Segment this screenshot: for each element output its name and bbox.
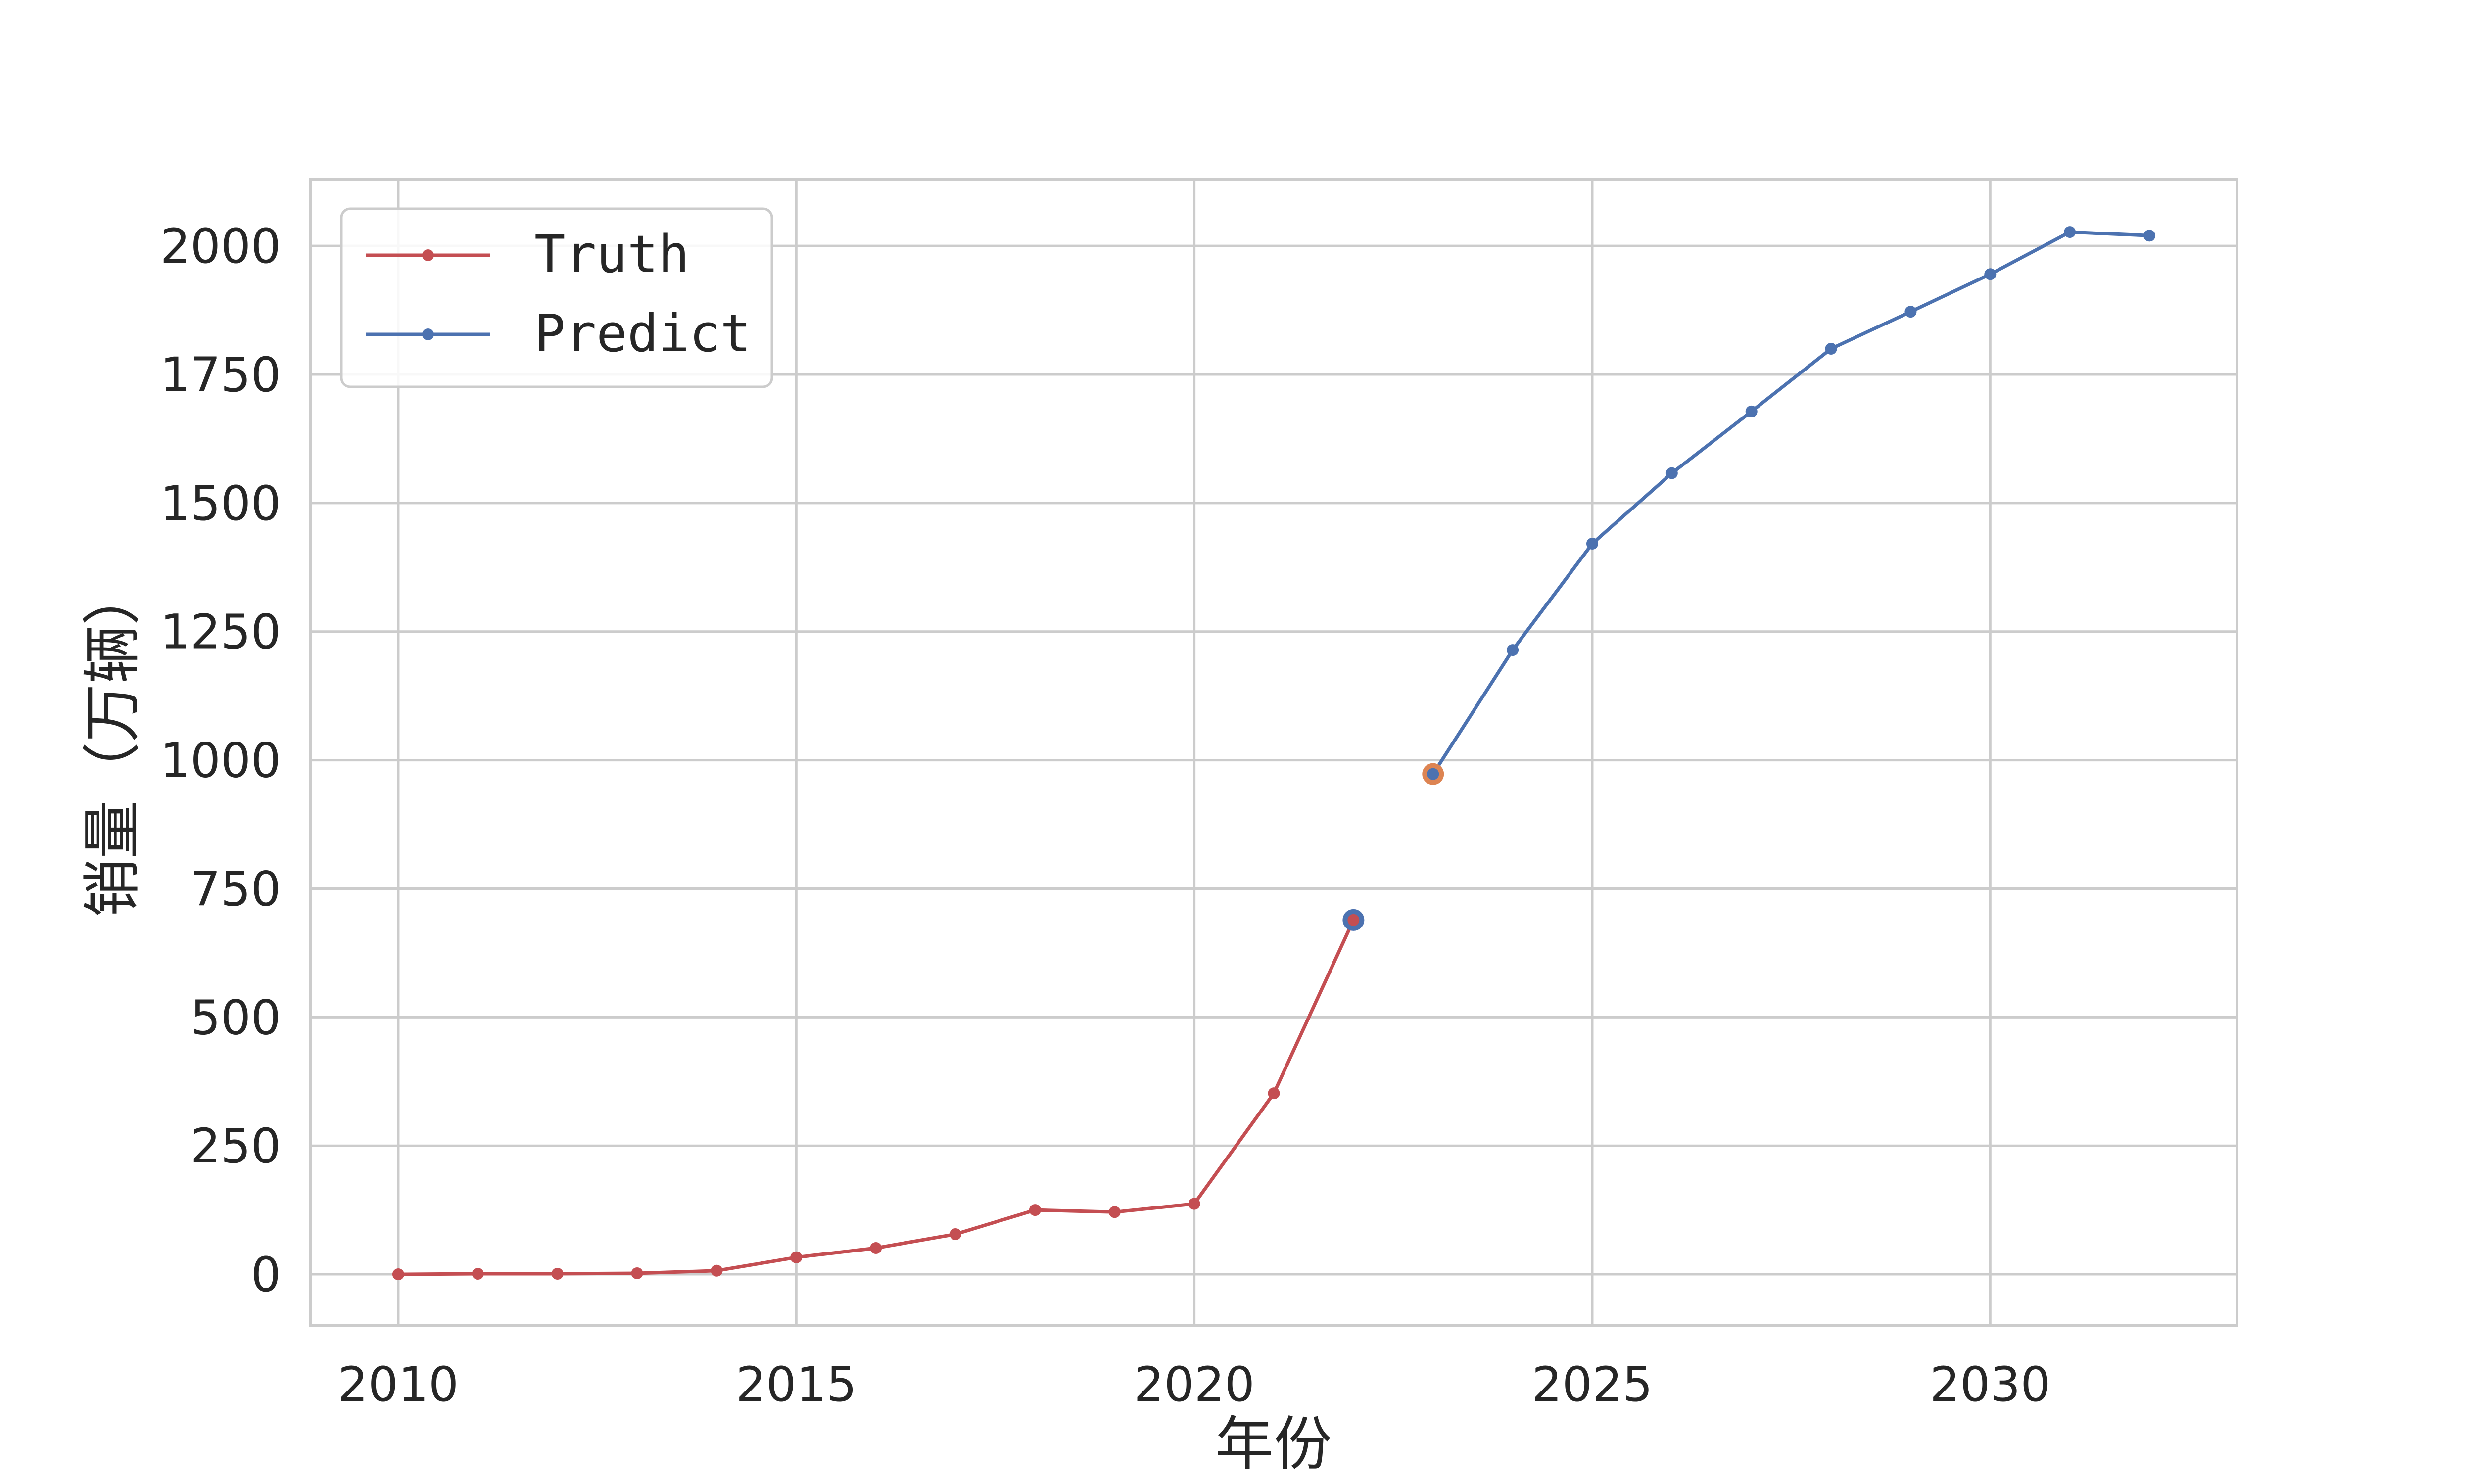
data-point-predict [1665,467,1678,479]
y-tick-label: 0 [251,1247,281,1302]
data-point-truth [1268,1087,1280,1100]
x-tick-label: 2020 [1134,1357,1254,1412]
legend-frame [340,207,773,388]
data-point-truth [1188,1198,1200,1210]
y-tick-label: 1000 [160,733,281,788]
highlight-inner-point [1427,768,1439,780]
data-point-truth [551,1268,564,1280]
y-tick-label: 1500 [160,476,281,531]
data-point-truth [472,1268,484,1280]
data-point-predict [1745,405,1758,417]
y-tick-label: 1750 [160,347,281,403]
data-point-predict [1586,537,1598,550]
x-tick-label: 2010 [338,1357,459,1412]
data-point-truth [1029,1204,1041,1216]
data-point-truth [1108,1206,1121,1218]
legend: Truth Predict [340,207,773,388]
y-tick-label: 750 [190,861,281,917]
y-tick-label: 2000 [160,219,281,274]
data-point-predict [1904,306,1917,318]
data-point-predict [2064,226,2076,238]
data-point-truth [870,1242,882,1254]
y-axis-title: 销量（万辆） [78,567,146,917]
grid [311,179,2237,1326]
series-line-predict [1431,230,2150,775]
x-tick-label: 2025 [1532,1357,1653,1412]
legend-label-truth: Truth [534,224,689,284]
legend-marker-predict [422,328,434,340]
data-point-truth [631,1267,643,1279]
legend-label-predict: Predict [534,303,751,364]
data-point-truth [950,1228,962,1240]
ticks: 2010 2015 2020 2025 2030 0 250 500 750 1000 1250 15… [160,219,2051,1412]
data-point-predict [1825,343,1837,355]
series-layer [392,226,2156,1281]
x-tick-label: 2030 [1930,1357,2050,1412]
y-tick-label: 250 [190,1118,281,1174]
data-point-truth [711,1264,723,1277]
y-tick-label: 1250 [160,604,281,660]
data-point-truth [392,1268,404,1281]
plot-frame [309,178,2238,1327]
y-tick-label: 500 [190,990,281,1045]
legend-marker-truth [422,249,434,261]
data-point-predict [1984,268,1997,280]
data-point-truth [790,1251,803,1263]
highlight-inner-point [1347,914,1360,926]
x-axis-title: 年份 [1215,1410,1332,1478]
x-tick-label: 2015 [736,1357,856,1412]
data-point-predict [2143,230,2156,242]
highlight-layer [1342,763,1444,931]
data-point-predict [1507,644,1519,656]
